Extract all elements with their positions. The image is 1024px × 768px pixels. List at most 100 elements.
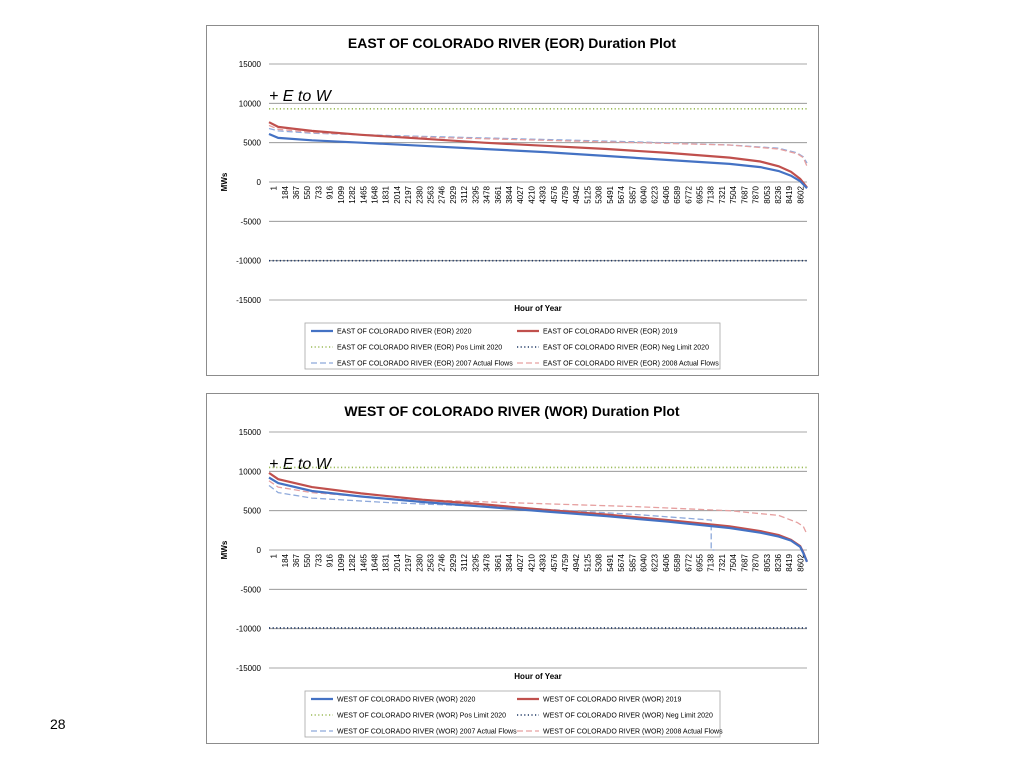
x-tick-label: 184 (281, 553, 290, 567)
direction-annotation: + E to W (269, 456, 333, 473)
x-tick-label: 3295 (471, 553, 480, 571)
x-tick-label: 6955 (696, 553, 705, 571)
series-line (268, 476, 809, 563)
x-tick-label: 6772 (684, 553, 693, 571)
x-tick-label: 4210 (527, 553, 536, 571)
x-tick-label: 6955 (696, 185, 705, 203)
x-tick-label: 2014 (393, 185, 402, 203)
x-tick-label: 8053 (763, 185, 772, 203)
x-tick-label: 7321 (718, 553, 727, 571)
legend-label: WEST OF COLORADO RIVER (WOR) Pos Limit 2… (337, 713, 506, 720)
x-tick-label: 5308 (595, 185, 604, 203)
x-tick-label: 7870 (752, 553, 761, 571)
x-tick-label: 550 (303, 553, 312, 567)
y-tick-label: -10000 (236, 257, 261, 266)
x-tick-label: 1465 (359, 553, 368, 571)
x-tick-label: 8419 (785, 185, 794, 203)
x-tick-label: 3112 (460, 553, 469, 571)
x-tick-label: 4027 (516, 553, 525, 571)
x-tick-label: 5125 (583, 553, 592, 571)
x-tick-label: 2197 (404, 553, 413, 571)
x-tick-label: 7870 (752, 185, 761, 203)
x-tick-label: 7321 (718, 185, 727, 203)
x-tick-label: 8602 (796, 185, 805, 203)
x-tick-label: 8419 (785, 553, 794, 571)
x-tick-label: 3478 (483, 185, 492, 203)
x-tick-label: 7504 (729, 553, 738, 571)
x-tick-label: 5674 (617, 185, 626, 203)
x-tick-label: 1099 (337, 185, 346, 203)
x-tick-label: 916 (326, 553, 335, 567)
x-tick-label: 1282 (348, 185, 357, 203)
x-tick-label: 1 (270, 553, 279, 558)
y-tick-label: 15000 (239, 428, 262, 437)
y-tick-label: 5000 (243, 507, 261, 516)
x-tick-label: 5491 (606, 553, 615, 571)
x-tick-label: 2746 (438, 553, 447, 571)
x-tick-label: 6040 (639, 185, 648, 203)
x-tick-label: 5674 (617, 553, 626, 571)
wor-duration-chart: WEST OF COLORADO RIVER (WOR) Duration Pl… (220, 403, 809, 738)
x-axis-label: Hour of Year (514, 672, 561, 681)
x-tick-label: 1465 (359, 185, 368, 203)
x-tick-label: 7687 (740, 553, 749, 571)
legend-label: EAST OF COLORADO RIVER (EOR) Neg Limit 2… (543, 345, 709, 352)
x-tick-label: 3661 (494, 553, 503, 571)
x-tick-label: 1831 (382, 553, 391, 571)
x-tick-label: 5857 (628, 553, 637, 571)
x-tick-label: 3112 (460, 185, 469, 203)
legend-label: WEST OF COLORADO RIVER (WOR) Neg Limit 2… (543, 713, 713, 720)
x-tick-label: 2929 (449, 553, 458, 571)
series-line (268, 132, 808, 190)
legend: WEST OF COLORADO RIVER (WOR) 2020 WEST OF… (304, 690, 723, 738)
x-tick-label: 3661 (494, 185, 503, 203)
series-line (268, 121, 808, 189)
x-tick-label: 2563 (427, 185, 436, 203)
x-axis-label: Hour of Year (514, 304, 561, 313)
x-tick-label: 8602 (796, 553, 805, 571)
y-tick-label: -5000 (241, 585, 262, 594)
x-tick-label: 7138 (707, 553, 716, 571)
y-tick-label: 15000 (239, 60, 262, 69)
chart-title: WEST OF COLORADO RIVER (WOR) Duration Pl… (344, 403, 680, 419)
x-tick-label: 4210 (527, 185, 536, 203)
series-line (268, 124, 808, 167)
legend-frame (304, 322, 721, 370)
legend-label: EAST OF COLORADO RIVER (EOR) 2008 Actual… (543, 361, 719, 368)
legend-label: WEST OF COLORADO RIVER (WOR) 2008 Actual… (543, 729, 723, 736)
x-tick-label: 2380 (415, 185, 424, 203)
x-tick-label: 550 (303, 185, 312, 199)
x-tick-label: 4759 (561, 553, 570, 571)
wor-chart-panel: WEST OF COLORADO RIVER (WOR) Duration Pl… (206, 393, 819, 744)
x-tick-label: 4759 (561, 185, 570, 203)
x-tick-label: 2380 (415, 553, 424, 571)
y-tick-label: -10000 (236, 625, 261, 634)
chart-title: EAST OF COLORADO RIVER (EOR) Duration Pl… (348, 35, 677, 51)
y-tick-label: 10000 (239, 99, 262, 108)
x-tick-label: 3478 (483, 553, 492, 571)
series-line (268, 480, 808, 535)
x-tick-label: 733 (314, 185, 323, 199)
x-tick-label: 2746 (438, 185, 447, 203)
y-tick-label: -15000 (236, 296, 261, 305)
y-axis-label: MWs (220, 172, 229, 191)
series-line (268, 127, 808, 164)
x-tick-label: 184 (281, 185, 290, 199)
x-tick-label: 4027 (516, 185, 525, 203)
x-tick-label: 6589 (673, 553, 682, 571)
y-tick-label: 5000 (243, 139, 261, 148)
eor-chart-panel: EAST OF COLORADO RIVER (EOR) Duration Pl… (206, 25, 819, 376)
series-line (268, 471, 809, 563)
y-tick-label: 10000 (239, 467, 262, 476)
x-tick-label: 4942 (572, 185, 581, 203)
x-tick-label: 4576 (550, 185, 559, 203)
x-tick-label: 3295 (471, 185, 480, 203)
x-tick-label: 1648 (370, 553, 379, 571)
x-tick-label: 4393 (539, 553, 548, 571)
page-number: 28 (50, 716, 66, 732)
x-tick-label: 4942 (572, 553, 581, 571)
x-tick-label: 2197 (404, 185, 413, 203)
x-tick-label: 4393 (539, 185, 548, 203)
x-tick-label: 6772 (684, 185, 693, 203)
legend: EAST OF COLORADO RIVER (EOR) 2020 EAST OF… (304, 322, 721, 370)
